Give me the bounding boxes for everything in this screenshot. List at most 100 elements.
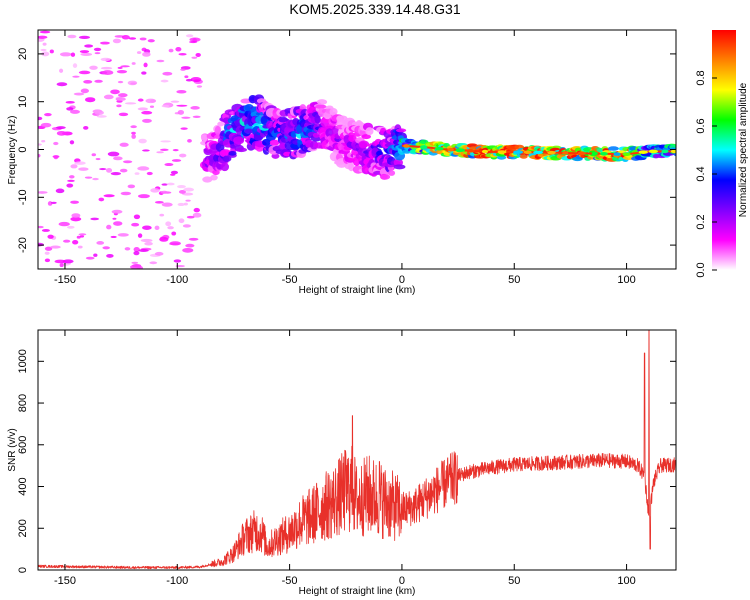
noise-cell bbox=[83, 125, 89, 130]
noise-cell bbox=[185, 78, 193, 82]
noise-cell bbox=[53, 155, 59, 160]
snr-y-tick-label: 400 bbox=[17, 477, 29, 495]
noise-cell bbox=[127, 184, 136, 189]
noise-cell bbox=[192, 115, 201, 119]
noise-cell bbox=[44, 246, 53, 251]
noise-cell bbox=[176, 104, 188, 107]
noise-cell bbox=[165, 221, 172, 227]
noise-cell bbox=[137, 265, 143, 269]
spectrogram-x-tick-label: 100 bbox=[617, 274, 635, 286]
spectrogram-cell bbox=[244, 128, 254, 134]
spectrogram-cell bbox=[312, 132, 321, 138]
noise-cell bbox=[58, 221, 70, 227]
noise-cell bbox=[178, 53, 187, 56]
noise-cell bbox=[103, 94, 114, 100]
colorbar-tick-label: 0.8 bbox=[695, 70, 707, 85]
snr-y-tick-label: 800 bbox=[17, 394, 29, 412]
noise-cell bbox=[180, 68, 186, 71]
spectrogram-cell bbox=[315, 104, 327, 109]
noise-cell bbox=[173, 259, 182, 263]
noise-cell bbox=[167, 226, 174, 230]
spectrogram-cell bbox=[202, 176, 213, 183]
noise-cell bbox=[106, 167, 113, 173]
noise-cell bbox=[141, 71, 147, 75]
noise-cell bbox=[44, 258, 51, 263]
noise-cell bbox=[69, 175, 75, 179]
noise-cell bbox=[47, 234, 54, 239]
noise-cell bbox=[95, 157, 101, 161]
colorbar-tick-label: 0.6 bbox=[695, 118, 707, 133]
noise-cell bbox=[160, 140, 172, 143]
noise-cell bbox=[117, 233, 129, 237]
noise-cell bbox=[91, 153, 97, 157]
spectrogram-y-axis-title: Frequency (Hz) bbox=[7, 116, 18, 185]
spectrogram-hotspot bbox=[419, 145, 428, 149]
noise-cell bbox=[112, 217, 117, 220]
noise-cell bbox=[171, 231, 177, 236]
spectrogram-cell bbox=[380, 174, 391, 180]
snr-y-tick-label: 1000 bbox=[17, 349, 29, 373]
spectrogram-hotspot bbox=[638, 150, 648, 154]
noise-cell bbox=[38, 35, 48, 39]
spectrogram-hotspot bbox=[513, 150, 524, 154]
noise-cell bbox=[142, 225, 152, 230]
noise-cell bbox=[168, 48, 174, 53]
noise-cell bbox=[193, 207, 200, 213]
colorbar-tick-label: 0.2 bbox=[695, 214, 707, 229]
noise-cell bbox=[144, 241, 153, 246]
noise-cell bbox=[145, 98, 157, 104]
spectrogram-cell bbox=[376, 150, 383, 156]
noise-cell bbox=[99, 168, 107, 171]
noise-cell bbox=[54, 259, 66, 264]
snr-x-tick-label: 50 bbox=[508, 575, 520, 587]
noise-cell bbox=[107, 151, 120, 157]
spectrogram-marks bbox=[38, 30, 676, 269]
spectrogram-cell bbox=[314, 113, 321, 124]
spectrogram-hotspot bbox=[622, 152, 631, 157]
noise-cell bbox=[141, 110, 153, 115]
noise-cell bbox=[96, 115, 107, 118]
noise-cell bbox=[78, 70, 91, 75]
noise-cell bbox=[53, 141, 59, 146]
noise-cell bbox=[59, 68, 64, 73]
noise-cell bbox=[94, 52, 101, 55]
noise-cell bbox=[40, 48, 47, 52]
noise-cell bbox=[161, 202, 173, 207]
noise-cell bbox=[183, 202, 188, 206]
noise-cell bbox=[121, 35, 130, 40]
noise-cell bbox=[41, 51, 50, 57]
spectrogram-hotspot bbox=[661, 149, 669, 154]
noise-cell bbox=[185, 243, 195, 248]
noise-cell bbox=[59, 263, 64, 268]
noise-cell bbox=[138, 138, 147, 144]
noise-cell bbox=[99, 41, 110, 45]
spectrogram-x-tick-label: -150 bbox=[54, 274, 76, 286]
noise-cell bbox=[182, 247, 194, 253]
snr-y-tick-label: 200 bbox=[17, 519, 29, 537]
noise-cell bbox=[136, 51, 142, 54]
snr-marks bbox=[38, 330, 676, 570]
noise-cell bbox=[113, 156, 123, 161]
noise-cell bbox=[155, 201, 164, 204]
noise-cell bbox=[124, 247, 131, 251]
noise-cell bbox=[137, 233, 143, 238]
spectrogram-cell bbox=[200, 134, 208, 142]
noise-cell bbox=[171, 159, 182, 162]
noise-cell bbox=[80, 52, 93, 56]
noise-cell bbox=[79, 235, 85, 238]
noise-cell bbox=[70, 216, 82, 222]
noise-cell bbox=[190, 106, 200, 110]
spectrogram-hotspot bbox=[533, 150, 543, 155]
noise-cell bbox=[160, 236, 165, 241]
spectrogram-cell bbox=[607, 146, 619, 151]
noise-cell bbox=[63, 239, 71, 243]
noise-cell bbox=[103, 194, 115, 198]
noise-cell bbox=[178, 218, 185, 224]
noise-cell bbox=[170, 170, 179, 175]
noise-cell bbox=[116, 104, 122, 108]
noise-cell bbox=[56, 82, 68, 87]
noise-cell bbox=[131, 222, 140, 227]
noise-cell bbox=[161, 183, 168, 186]
colorbar-label: Normalized spectral amplitude bbox=[738, 82, 749, 217]
noise-cell bbox=[120, 65, 130, 68]
